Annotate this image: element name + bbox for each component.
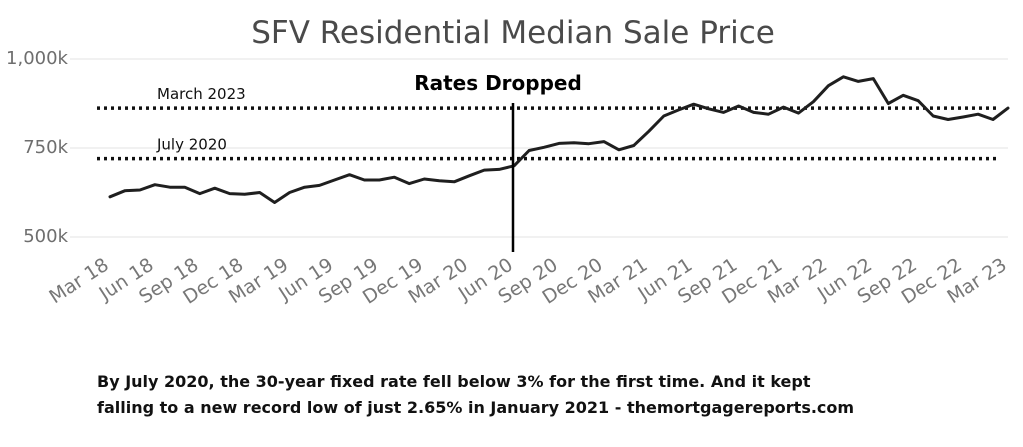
- series-group: [108, 75, 1010, 204]
- line-chart: SFV Residential Median Sale Price 500k 75…: [6, 15, 1011, 309]
- reference-lines: March 2023 July 2020: [97, 85, 1000, 161]
- caption: By July 2020, the 30-year fixed rate fel…: [97, 369, 997, 421]
- y-tick-label: 500k: [23, 226, 68, 247]
- annotation-group: Rates Dropped: [414, 71, 582, 252]
- annotation-label: Rates Dropped: [414, 71, 582, 95]
- caption-line-2: falling to a new record low of just 2.65…: [97, 398, 855, 417]
- y-axis-ticks: 500k 750k 1,000k: [6, 48, 69, 247]
- y-tick-label: 750k: [23, 137, 68, 158]
- caption-line-1: By July 2020, the 30-year fixed rate fel…: [97, 372, 811, 391]
- reference-line-label: July 2020: [156, 136, 227, 154]
- y-tick-label: 1,000k: [6, 48, 69, 69]
- reference-line-label: March 2023: [157, 85, 246, 103]
- series-line: [108, 75, 1010, 204]
- chart-title: SFV Residential Median Sale Price: [251, 15, 775, 51]
